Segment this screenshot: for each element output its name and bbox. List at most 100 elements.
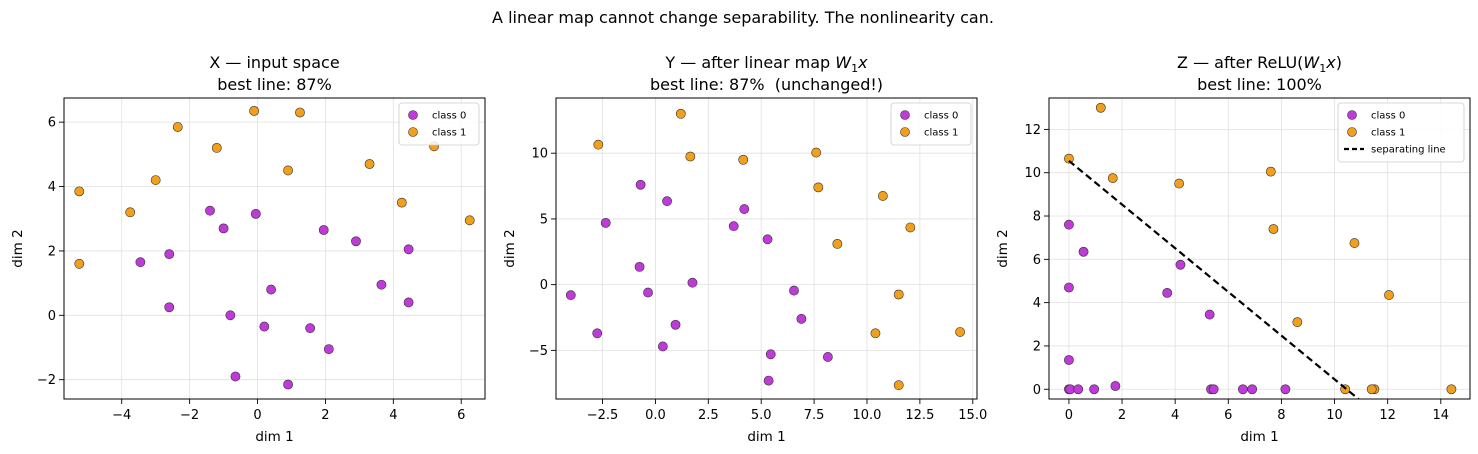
y-tick-label: −2 xyxy=(37,373,56,388)
class1-point xyxy=(593,139,604,150)
class0-point xyxy=(1064,282,1074,293)
x-tick-label: 4 xyxy=(389,408,397,423)
class1-point xyxy=(832,238,843,249)
class0-point xyxy=(592,328,603,339)
x-tick-label: 15.0 xyxy=(958,408,987,423)
x-tick-label: −4 xyxy=(112,408,131,423)
class1-point xyxy=(905,222,916,233)
class0-point xyxy=(728,221,739,232)
class0-point xyxy=(822,352,833,362)
class0-point xyxy=(662,196,672,207)
figure-suptitle: A linear map cannot change separability.… xyxy=(492,8,994,27)
class1-point xyxy=(675,108,686,119)
class0-point xyxy=(739,204,750,214)
x-tick-label: 14 xyxy=(1433,408,1450,423)
x-tick-label: 0 xyxy=(1065,408,1073,423)
axes-frame xyxy=(1048,97,1471,400)
separating-line xyxy=(1068,159,1360,399)
x-tick-label: 6 xyxy=(1224,408,1232,423)
class1-point xyxy=(1095,102,1106,113)
x-tick-label: 2 xyxy=(1118,408,1126,423)
y-tick-label: 0 xyxy=(1033,383,1041,398)
x-tick-label: −2.5 xyxy=(587,408,619,423)
class1-point xyxy=(249,105,260,116)
class0-point xyxy=(1162,287,1173,298)
legend-marker xyxy=(408,110,418,120)
legend-marker xyxy=(900,110,910,120)
class1-point xyxy=(1174,178,1185,189)
y-tick-label: 4 xyxy=(48,180,56,195)
class0-point xyxy=(1064,355,1074,365)
class0-point xyxy=(323,344,334,355)
class1-point xyxy=(1265,166,1276,177)
x-tick-label: 8 xyxy=(1277,408,1285,423)
panel-title: Y — after linear map W1x xyxy=(664,53,868,75)
y-axis-label: dim 2 xyxy=(10,229,26,267)
class0-point xyxy=(1175,259,1186,270)
class0-point xyxy=(762,234,773,245)
class1-point xyxy=(295,107,305,118)
class0-point xyxy=(789,285,799,296)
class0-point xyxy=(283,379,293,390)
class0-point xyxy=(135,257,146,268)
y-tick-label: 0 xyxy=(48,309,56,324)
legend: class 0 class 1 xyxy=(398,102,480,146)
legend: class 0 class 1 separating line xyxy=(1337,102,1465,163)
class1-point xyxy=(893,380,904,391)
panel-title: Z — after ReLU(W1x) xyxy=(1177,53,1342,75)
legend-marker xyxy=(900,127,910,137)
class0-point xyxy=(318,225,329,235)
class1-point xyxy=(877,191,888,201)
class1-point xyxy=(283,165,293,176)
legend-box xyxy=(1337,102,1465,163)
legend-label: class 0 xyxy=(924,111,958,122)
x-tick-label: 4 xyxy=(1171,408,1179,423)
class0-point xyxy=(600,217,611,228)
class1-point xyxy=(211,142,222,153)
axes-frame xyxy=(555,97,978,400)
class0-point xyxy=(635,179,646,190)
x-axis-label: dim 1 xyxy=(1240,429,1278,445)
legend-label: class 0 xyxy=(1371,111,1405,122)
y-tick-label: 6 xyxy=(1033,253,1041,268)
class1-point xyxy=(893,289,904,300)
y-tick-label: 4 xyxy=(1033,296,1041,311)
class1-point xyxy=(172,122,183,132)
class1-point xyxy=(464,215,475,226)
x-tick-label: 7.5 xyxy=(804,408,825,423)
class0-point xyxy=(230,371,241,382)
class0-point xyxy=(1237,384,1248,395)
class0-point xyxy=(164,249,175,260)
class0-point xyxy=(643,287,653,298)
panel-title: X — input space xyxy=(209,53,339,72)
class0-point xyxy=(763,375,774,386)
class0-point xyxy=(1110,381,1121,391)
x-tick-label: 12 xyxy=(1379,408,1396,423)
class1-point xyxy=(74,186,85,197)
class0-point xyxy=(218,223,229,234)
class0-point xyxy=(687,277,698,288)
y-tick-label: 10 xyxy=(1024,166,1041,181)
class0-point xyxy=(1280,384,1291,395)
class0-point xyxy=(259,321,270,332)
x-tick-label: 2.5 xyxy=(698,408,719,423)
legend-marker xyxy=(1347,127,1357,137)
x-tick-label: 2 xyxy=(321,408,329,423)
class1-point xyxy=(955,327,965,337)
x-tick-label: 12.5 xyxy=(905,408,934,423)
legend: class 0 class 1 xyxy=(890,102,972,146)
panel-subtitle: best line: 87% xyxy=(217,75,332,94)
y-tick-label: 8 xyxy=(1033,210,1041,225)
panel-subtitle: best line: 100% xyxy=(1197,75,1322,94)
class0-point xyxy=(403,297,414,308)
class0-point xyxy=(305,323,316,334)
y-axis-label: dim 2 xyxy=(502,229,518,267)
class1-point xyxy=(1292,317,1303,328)
legend-box xyxy=(398,102,480,146)
y-tick-label: −5 xyxy=(529,344,548,359)
axes-frame xyxy=(63,97,486,400)
class1-point xyxy=(1384,290,1394,300)
legend-marker xyxy=(408,127,418,137)
class0-point xyxy=(765,349,776,360)
